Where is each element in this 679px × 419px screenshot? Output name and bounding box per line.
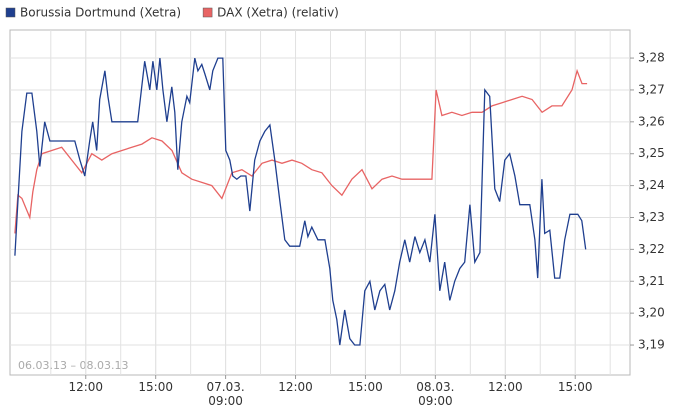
y-tick-label: 3,28	[638, 51, 665, 65]
y-tick-label: 3,22	[638, 242, 665, 256]
x-tick-label: 12:00	[488, 380, 523, 394]
x-tick-label: 12:00	[68, 380, 103, 394]
x-tick-label: 07.03. 09:00	[207, 380, 245, 408]
date-range: 06.03.13 – 08.03.13	[18, 359, 128, 372]
legend-swatch	[202, 7, 213, 18]
y-tick-label: 3,21	[638, 274, 665, 288]
x-tick-label: 15:00	[348, 380, 383, 394]
y-tick-label: 3,23	[638, 210, 665, 224]
y-tick-label: 3,26	[638, 114, 665, 128]
y-tick-label: 3,20	[638, 306, 665, 320]
y-tick-label: 3,19	[638, 338, 665, 352]
x-tick-label: 08.03. 09:00	[416, 380, 454, 408]
legend-label: DAX (Xetra) (relativ)	[217, 6, 339, 20]
x-tick-label: 12:00	[278, 380, 313, 394]
x-tick-label: 15:00	[558, 380, 593, 394]
series-line	[14, 57, 587, 346]
series-line	[14, 68, 588, 234]
plot-frame	[9, 29, 631, 376]
y-tick-label: 3,24	[638, 178, 665, 192]
y-tick-label: 3,27	[638, 82, 665, 96]
legend-label: Borussia Dortmund (Xetra)	[20, 6, 181, 20]
x-tick-label: 15:00	[138, 380, 173, 394]
y-tick-label: 3,25	[638, 146, 665, 160]
legend-swatch	[5, 7, 16, 18]
